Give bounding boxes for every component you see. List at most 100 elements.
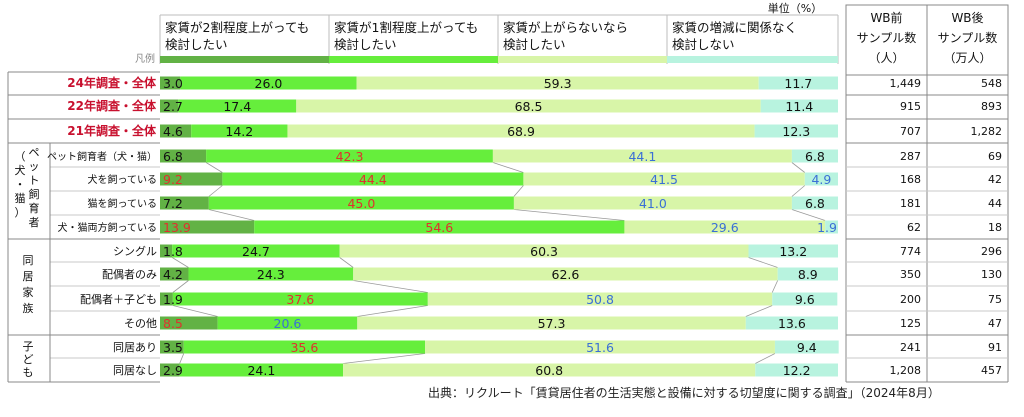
sample-header-before: サンプル数 xyxy=(857,30,917,45)
legend-label: 家賃が2割程度上がっても xyxy=(165,20,309,35)
group-label: ペ xyxy=(29,146,40,159)
bar-segment xyxy=(222,172,524,186)
legend-swatch xyxy=(498,56,667,63)
sample-before-value: 287 xyxy=(900,150,921,163)
segment-connector xyxy=(513,209,625,221)
sample-after-value: 457 xyxy=(981,364,1002,377)
sample-after-value: 893 xyxy=(981,100,1002,113)
data-label: 54.6 xyxy=(425,220,453,235)
bar-segment xyxy=(791,149,838,163)
sample-after-value: 18 xyxy=(988,221,1002,234)
data-label: 9.6 xyxy=(795,292,815,307)
row-category-label: 同居なし xyxy=(113,364,157,377)
bar-segment xyxy=(160,196,209,210)
segment-connector xyxy=(208,209,255,221)
sample-after-value: 1,282 xyxy=(971,125,1003,138)
segment-connector xyxy=(339,257,354,268)
data-label: 60.8 xyxy=(535,363,563,378)
sample-before-value: 241 xyxy=(900,341,921,354)
group-label: 子 xyxy=(23,340,34,353)
row-category-label: 犬・猫両方飼っている xyxy=(58,221,158,234)
segment-connector xyxy=(179,353,185,364)
row-category-label: 同居あり xyxy=(113,341,157,354)
sample-after-value: 548 xyxy=(981,77,1002,90)
group-label: 同 xyxy=(23,254,34,267)
data-label: 6.8 xyxy=(805,196,825,211)
legend-label: 家賃の増減に関係なく xyxy=(672,20,797,35)
bar-segment xyxy=(217,316,358,330)
group-label: も xyxy=(23,366,34,379)
sample-before-value: 915 xyxy=(900,100,921,113)
bar-segment xyxy=(353,267,778,281)
data-label: 4.9 xyxy=(811,172,831,187)
bar-segment xyxy=(296,99,761,113)
data-label: 1.8 xyxy=(163,244,183,259)
row-category-label: その他 xyxy=(124,317,157,330)
bar-segment xyxy=(492,149,792,163)
segment-connector xyxy=(771,280,779,293)
sample-after-value: 47 xyxy=(988,317,1002,330)
segment-connector xyxy=(205,162,223,173)
bar-segment xyxy=(208,196,514,210)
data-label: 68.5 xyxy=(515,99,543,114)
segment-connector xyxy=(513,185,524,197)
data-label: 59.3 xyxy=(544,76,572,91)
sample-before-value: 1,449 xyxy=(890,77,922,90)
data-label: 51.6 xyxy=(586,340,614,355)
data-label: 3.5 xyxy=(163,340,183,355)
data-label: 11.7 xyxy=(784,76,812,91)
row-category-label: ペット飼育者（犬・猫） xyxy=(47,150,157,163)
sample-header-after: （万人） xyxy=(943,51,991,65)
bar-segment xyxy=(357,316,746,330)
legend-label: 検討しない xyxy=(672,37,735,52)
bar-segment xyxy=(513,196,792,210)
data-label: 9.4 xyxy=(797,340,817,355)
segment-connector xyxy=(357,305,428,317)
bar-segment xyxy=(774,340,839,354)
legend-label: 検討したい xyxy=(334,37,397,52)
data-label: 60.3 xyxy=(530,244,558,259)
bar-segment xyxy=(254,220,625,234)
bar-segment xyxy=(160,149,207,163)
segment-connector xyxy=(492,162,524,173)
data-label: 17.4 xyxy=(223,99,251,114)
segment-connector xyxy=(172,280,189,293)
data-label: 11.4 xyxy=(785,99,813,114)
data-label: 12.2 xyxy=(783,363,811,378)
bar-segment xyxy=(791,196,838,210)
bar-segment xyxy=(183,340,426,354)
sample-before-value: 774 xyxy=(900,245,921,258)
data-label: 24.1 xyxy=(247,363,275,378)
bar-segment xyxy=(760,99,838,113)
group-label: ッ xyxy=(29,160,40,173)
unit-label: 単位（%） xyxy=(768,1,822,15)
data-label: 68.9 xyxy=(507,124,535,139)
group-label: 飼 xyxy=(29,187,40,201)
bar-segment xyxy=(755,363,838,377)
data-label: 6.8 xyxy=(805,149,825,164)
group-label: 育 xyxy=(29,201,40,215)
data-label: 8.9 xyxy=(798,267,818,282)
data-label: 3.0 xyxy=(163,76,183,91)
legend-label: 検討したい xyxy=(503,37,566,52)
legend-title: 凡例 xyxy=(135,52,155,65)
group-label: 族 xyxy=(23,301,34,315)
group-label: ど xyxy=(23,353,34,366)
data-label: 44.4 xyxy=(359,172,387,187)
bar-segment xyxy=(745,316,838,330)
row-category-label: 22年調査・全体 xyxy=(67,98,157,113)
data-label: 7.2 xyxy=(163,196,183,211)
sample-after-value: 130 xyxy=(981,268,1002,281)
sample-header-after: サンプル数 xyxy=(938,30,998,45)
bar-segment xyxy=(206,149,493,163)
bar-segment xyxy=(160,363,180,377)
data-label: 42.3 xyxy=(336,149,364,164)
sample-after-value: 69 xyxy=(988,150,1002,163)
data-label: 41.5 xyxy=(650,172,678,187)
bar-segment xyxy=(343,363,756,377)
segment-connector xyxy=(791,185,806,197)
bar-segment xyxy=(624,220,826,234)
sample-before-value: 168 xyxy=(900,173,921,186)
data-label: 57.3 xyxy=(538,316,566,331)
